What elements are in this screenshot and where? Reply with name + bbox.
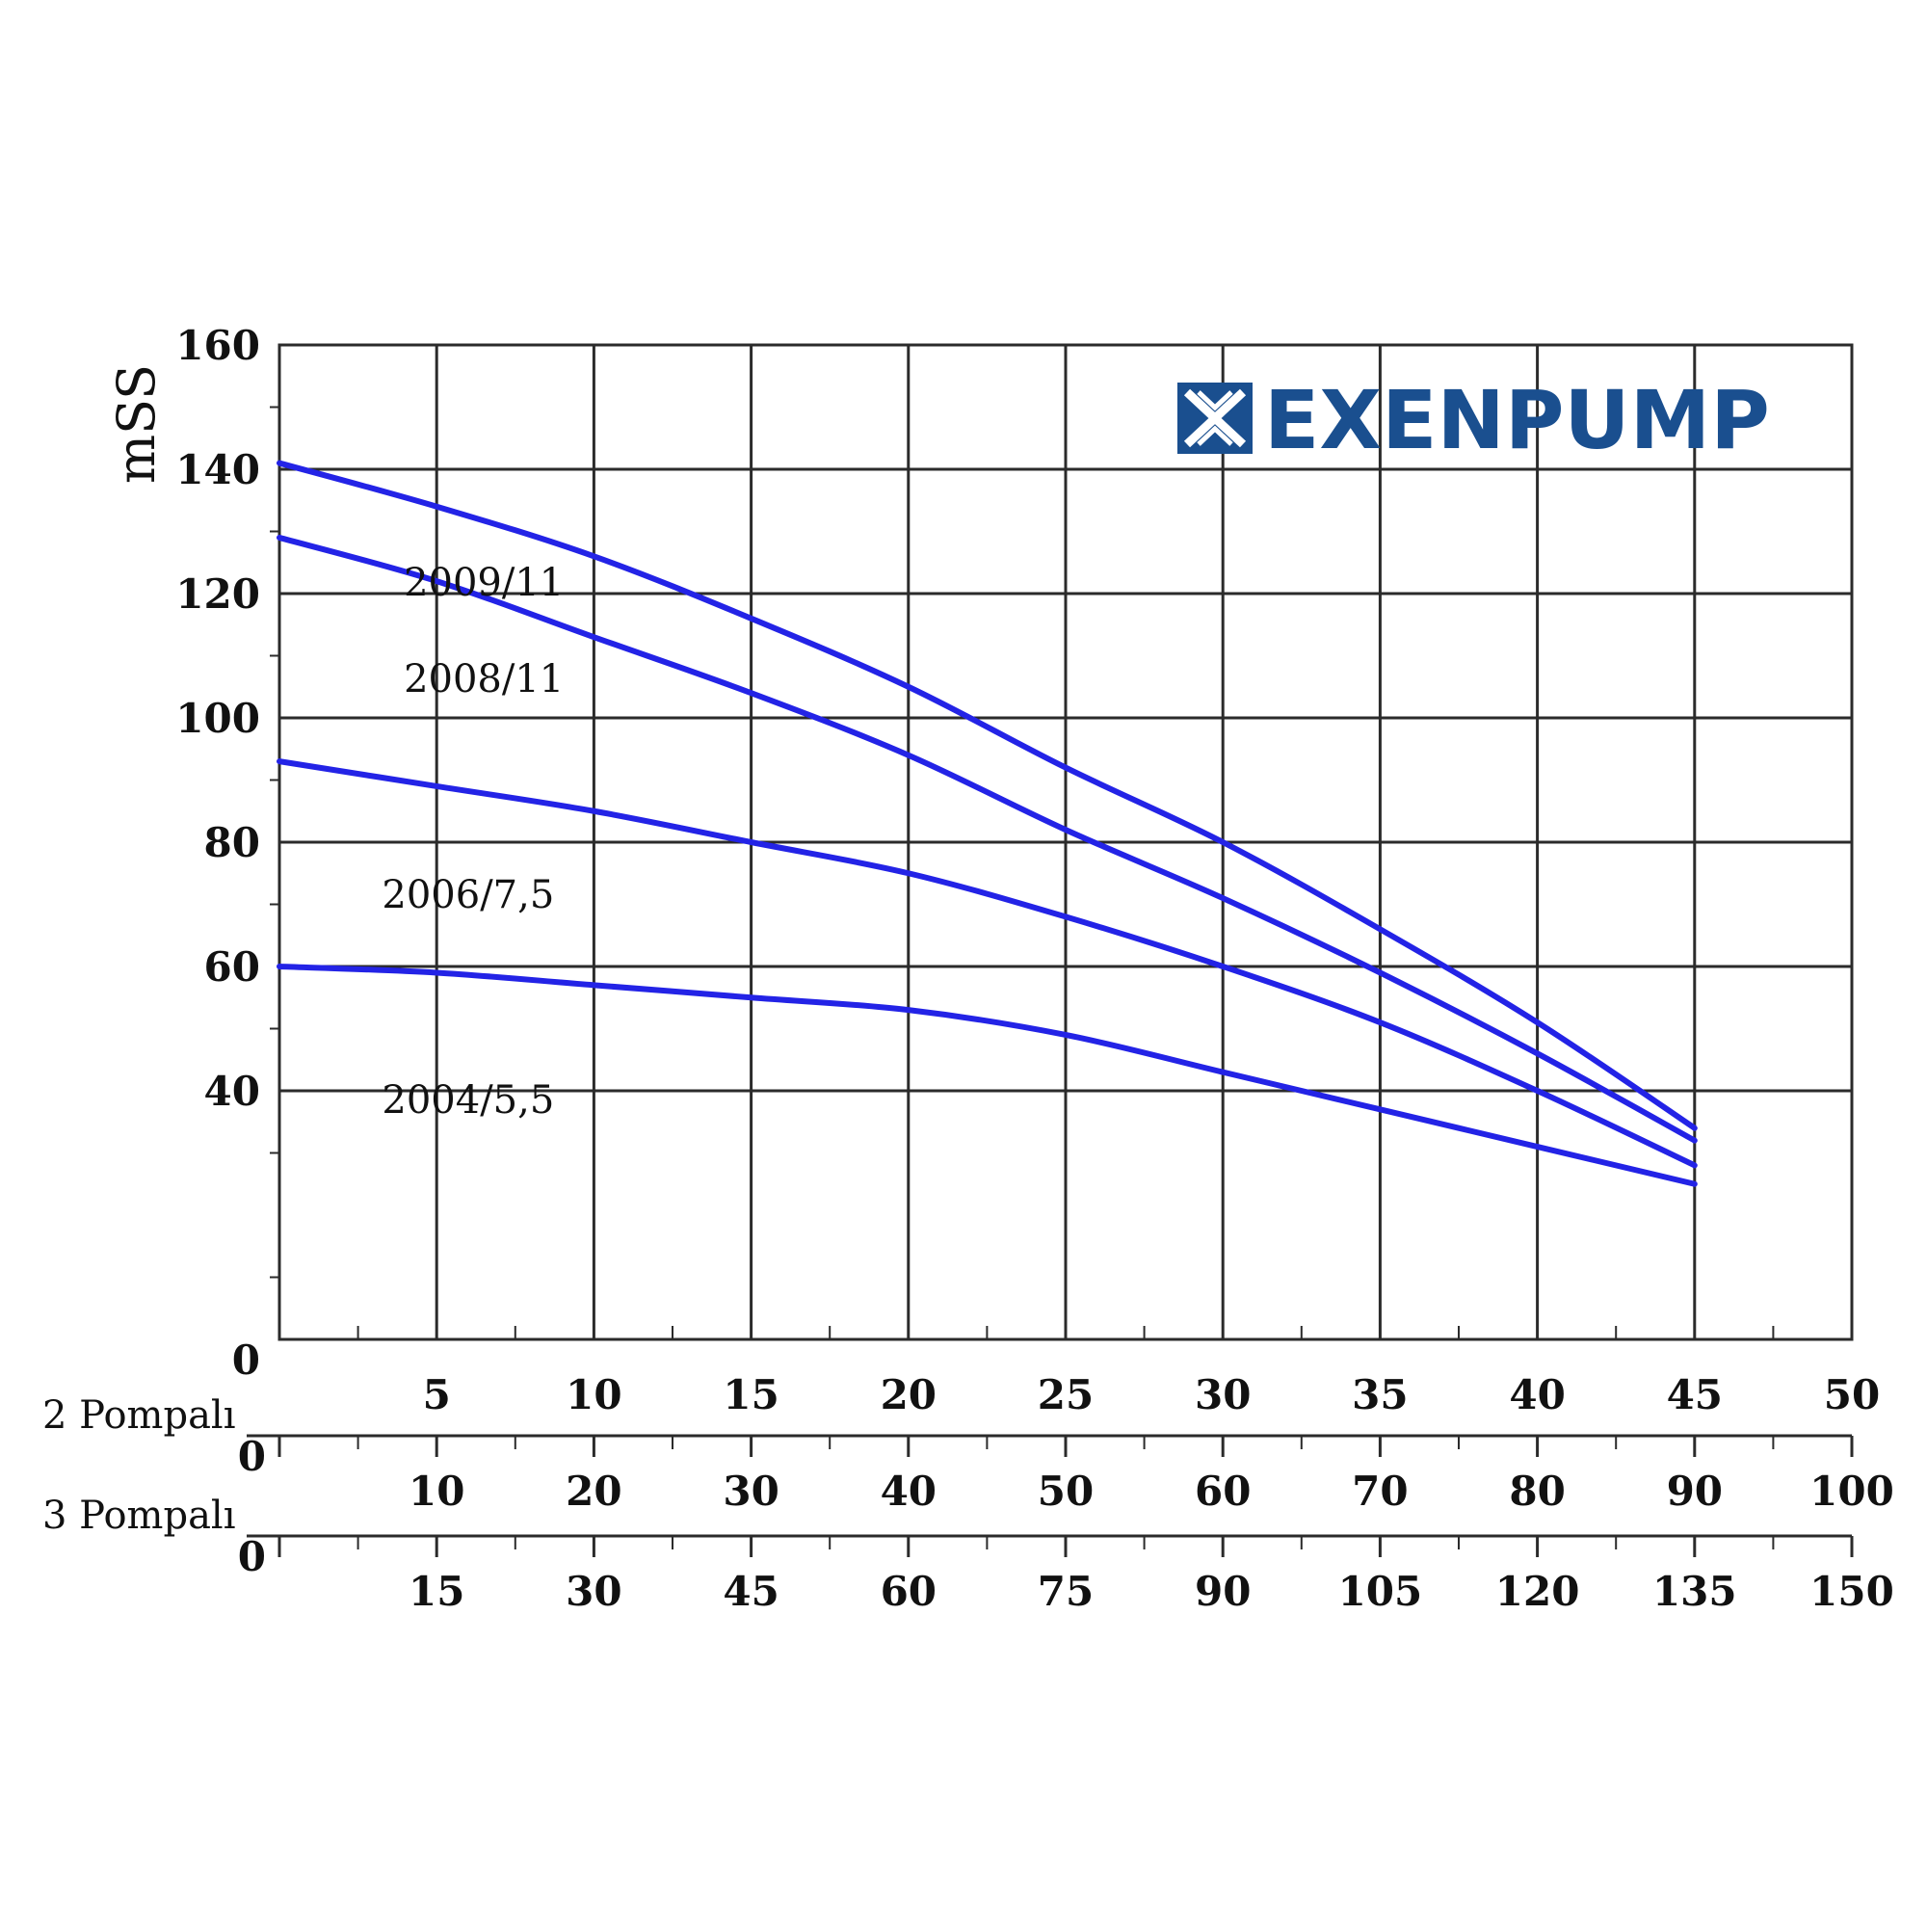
secondary-axis-label: 2 Pompalı	[42, 1393, 236, 1438]
x-tick-label: 10	[566, 1371, 621, 1418]
y-tick-label: 40	[204, 1068, 260, 1115]
secondary-tick-label: 105	[1338, 1568, 1423, 1615]
x-tick-label: 20	[881, 1371, 937, 1418]
secondary-tick-label: 30	[566, 1568, 621, 1615]
x-tick-label: 15	[723, 1371, 779, 1418]
secondary-tick-label: 60	[1195, 1468, 1251, 1515]
secondary-tick-label: 75	[1038, 1568, 1094, 1615]
secondary-tick-label: 150	[1809, 1568, 1894, 1615]
secondary-tick-label: 45	[723, 1568, 779, 1615]
y-tick-label: 100	[175, 695, 260, 742]
secondary-tick-label: 10	[409, 1468, 464, 1515]
secondary-tick-label: 0	[238, 1433, 266, 1480]
y-tick-label: 120	[175, 570, 260, 618]
grid	[279, 345, 1852, 1339]
y-tick-label: 0	[232, 1337, 260, 1384]
x-tick-label: 50	[1824, 1371, 1880, 1418]
secondary-tick-label: 135	[1652, 1568, 1737, 1615]
x-tick-label: 25	[1038, 1371, 1094, 1418]
secondary-tick-label: 30	[723, 1468, 779, 1515]
y-axis-title: mSS	[106, 364, 167, 484]
secondary-tick-label: 90	[1667, 1468, 1723, 1515]
y-tick-label: 60	[204, 943, 260, 991]
brand-logo: EXENPUMP	[1177, 373, 1770, 467]
secondary-tick-label: 20	[566, 1468, 621, 1515]
x-tick-label: 30	[1195, 1371, 1251, 1418]
y-tick-label: 160	[175, 322, 260, 369]
logo-text: EXENPUMP	[1264, 373, 1770, 467]
secondary-tick-label: 15	[409, 1568, 464, 1615]
x-tick-label: 5	[423, 1371, 451, 1418]
y-tick-label: 140	[175, 446, 260, 493]
secondary-tick-label: 80	[1509, 1468, 1565, 1515]
secondary-tick-label: 70	[1352, 1468, 1408, 1515]
secondary-tick-label: 50	[1038, 1468, 1094, 1515]
secondary-tick-label: 90	[1195, 1568, 1251, 1615]
secondary-axis-label: 3 Pompalı	[42, 1494, 236, 1538]
secondary-tick-label: 100	[1809, 1468, 1894, 1515]
secondary-tick-label: 60	[881, 1568, 937, 1615]
series-line	[279, 538, 1695, 1141]
secondary-tick-label: 0	[238, 1533, 266, 1580]
series-label: 2008/11	[404, 657, 564, 701]
series-line	[279, 966, 1695, 1184]
x-tick-label: 35	[1352, 1371, 1408, 1418]
series-label: 2009/11	[404, 561, 564, 605]
x-tick-label: 40	[1509, 1371, 1565, 1418]
secondary-tick-label: 40	[881, 1468, 937, 1515]
series-label: 2006/7,5	[382, 873, 554, 917]
y-tick-label: 80	[204, 819, 260, 866]
secondary-tick-label: 120	[1495, 1568, 1580, 1615]
x-tick-label: 45	[1667, 1371, 1723, 1418]
series-label: 2004/5,5	[382, 1078, 554, 1123]
